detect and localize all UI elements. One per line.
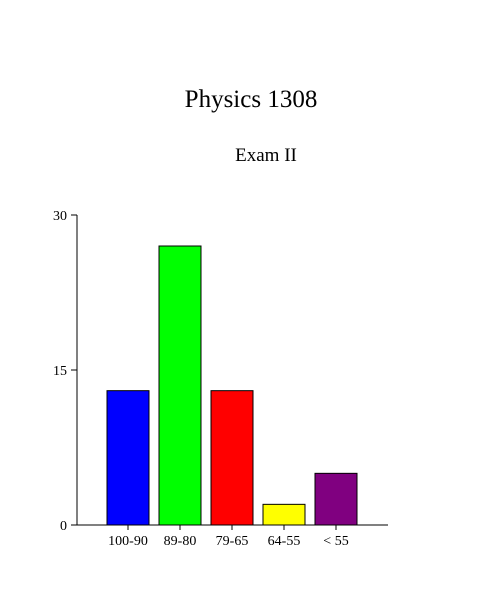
bar-79-65 xyxy=(210,390,254,526)
bar-64-55 xyxy=(262,503,306,526)
y-tick-label: 15 xyxy=(53,364,67,379)
bar-55 xyxy=(314,472,358,526)
chart-title: Physics 1308 xyxy=(184,86,318,113)
y-tick-label: 0 xyxy=(60,519,67,534)
x-tick-label: 89-80 xyxy=(164,534,197,549)
bar-89-80 xyxy=(158,245,202,526)
chart-subtitle: Exam II xyxy=(235,145,297,166)
x-tick-label: < 55 xyxy=(323,534,348,549)
y-tick-label: 30 xyxy=(53,209,67,224)
bar-100-90 xyxy=(106,390,150,526)
x-tick-label: 79-65 xyxy=(216,534,249,549)
x-tick-label: 64-55 xyxy=(268,534,301,549)
x-tick-label: 100-90 xyxy=(108,534,148,549)
